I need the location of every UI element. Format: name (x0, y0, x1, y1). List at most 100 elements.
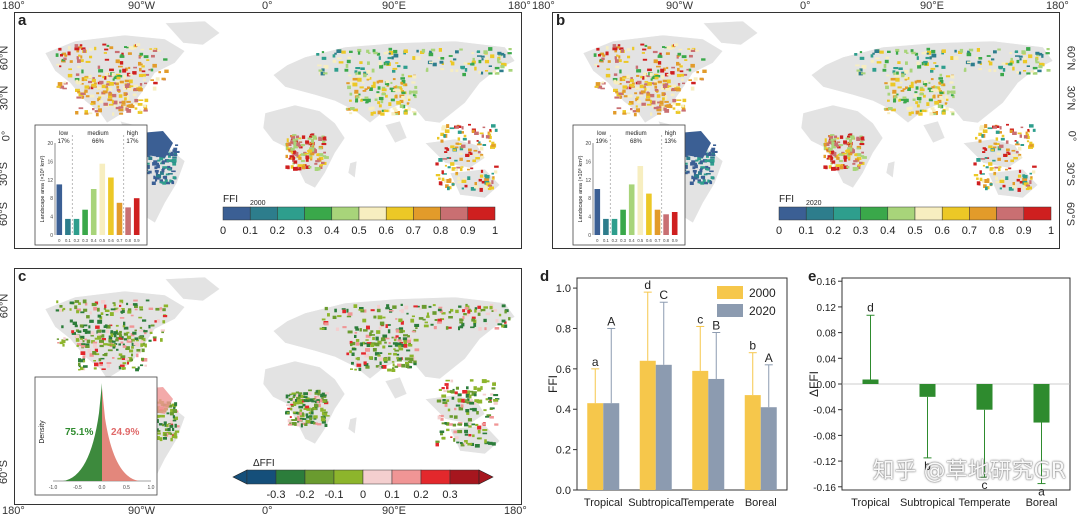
inset-y-label: Density (39, 420, 46, 444)
forest-pixel (630, 108, 633, 111)
forest-pixel (133, 47, 137, 49)
forest-pixel (392, 342, 398, 345)
forest-pixel (92, 108, 95, 111)
amazon-patch (678, 131, 711, 158)
forest-pixel (350, 343, 353, 347)
forest-pixel (98, 69, 104, 73)
forest-pixel (298, 392, 303, 395)
legend-swatch (440, 206, 469, 221)
forest-pixel (388, 345, 393, 348)
forest-pixel (653, 82, 657, 86)
forest-pixel (341, 308, 346, 310)
forest-pixel (690, 49, 696, 52)
forest-pixel (116, 348, 119, 351)
y-tick: 0.12 (817, 303, 837, 314)
forest-pixel (459, 321, 463, 324)
forest-pixel (649, 72, 653, 77)
forest-pixel (106, 330, 110, 334)
forest-pixel (891, 108, 896, 112)
forest-pixel (843, 165, 848, 169)
forest-pixel (392, 69, 396, 73)
forest-pixel (1007, 63, 1011, 66)
inset-x-tick: 0.9 (672, 238, 678, 243)
forest-pixel (164, 179, 168, 183)
forest-pixel (664, 104, 668, 107)
y-tick: 0.8 (556, 323, 571, 335)
forest-pixel (112, 333, 117, 336)
forest-pixel (472, 407, 477, 412)
forest-pixel (119, 334, 123, 339)
forest-pixel (1005, 62, 1009, 65)
forest-pixel (311, 139, 314, 143)
forest-pixel (485, 323, 488, 325)
forest-pixel (59, 341, 64, 345)
forest-pixel (377, 354, 381, 357)
forest-pixel (916, 61, 920, 66)
forest-pixel (629, 78, 634, 83)
forest-pixel (1029, 144, 1034, 147)
forest-pixel (119, 317, 125, 319)
lat-tick: 0° (1065, 130, 1078, 142)
forest-pixel (392, 363, 395, 367)
forest-pixel (150, 68, 154, 72)
forest-pixel (61, 325, 64, 329)
legend-swatch (391, 469, 422, 485)
forest-pixel (159, 437, 163, 442)
forest-pixel (365, 348, 370, 352)
forest-pixel (349, 92, 353, 96)
forest-pixel (448, 311, 452, 314)
forest-pixel (686, 170, 690, 174)
legend-tick: 0.7 (962, 225, 977, 237)
panel-c-map: -1.0 -0.5 0.0 0.5 1.0 75.1% 24.9% Density ΔFFI -0… (14, 268, 522, 505)
forest-pixel (154, 170, 159, 173)
forest-pixel (133, 66, 137, 69)
forest-pixel (599, 58, 603, 62)
forest-pixel (150, 79, 154, 81)
forest-pixel (476, 143, 482, 146)
forest-pixel (404, 111, 408, 115)
forest-pixel (133, 84, 138, 88)
forest-pixel (296, 142, 301, 147)
forest-pixel (422, 318, 426, 321)
forest-pixel (601, 57, 605, 61)
forest-pixel (836, 141, 841, 143)
panel-label-b: b (556, 12, 566, 29)
forest-pixel (908, 111, 912, 116)
forest-pixel (494, 128, 498, 132)
forest-pixel (83, 49, 86, 53)
forest-pixel (626, 80, 630, 84)
forest-pixel (441, 394, 447, 398)
forest-pixel (116, 89, 121, 91)
legend-swatch (222, 206, 251, 221)
forest-pixel (319, 164, 323, 167)
legend-swatch (467, 206, 496, 221)
forest-pixel (412, 75, 417, 79)
legend-title: FFI (779, 194, 794, 205)
forest-pixel (464, 306, 469, 310)
forest-pixel (140, 343, 143, 347)
forest-pixel (155, 436, 160, 440)
forest-pixel (489, 398, 492, 401)
forest-pixel (75, 73, 80, 76)
forest-pixel (371, 84, 376, 89)
forest-pixel (442, 173, 447, 175)
forest-pixel (459, 144, 462, 146)
land-mass (800, 104, 884, 189)
panel-label-c: c (18, 268, 27, 285)
forest-pixel (82, 355, 86, 359)
forest-pixel (345, 64, 349, 68)
forest-pixel (1000, 72, 1004, 77)
forest-pixel (993, 142, 997, 145)
forest-pixel (614, 82, 620, 85)
forest-pixel (984, 124, 988, 128)
forest-pixel (440, 418, 444, 421)
forest-pixel (390, 81, 393, 84)
forest-pixel (627, 94, 633, 98)
inset-group-pct: 13% (664, 139, 677, 145)
forest-pixel (162, 167, 166, 170)
forest-pixel (463, 62, 468, 65)
forest-pixel (856, 145, 862, 150)
forest-pixel (393, 348, 396, 350)
forest-pixel (463, 390, 468, 394)
forest-pixel (1006, 123, 1009, 126)
